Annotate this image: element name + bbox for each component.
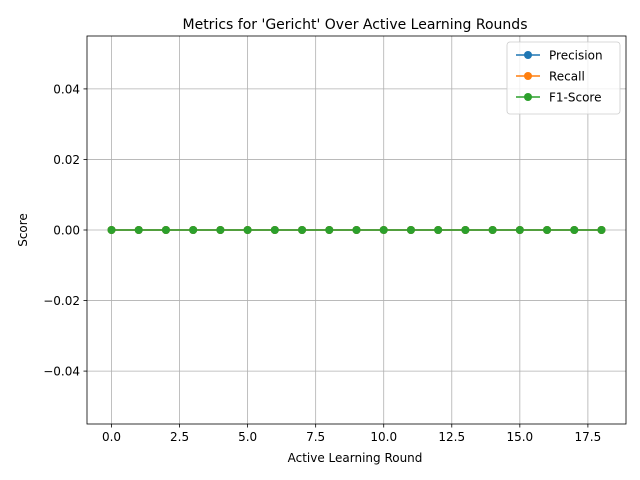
x-tick-label: 5.0 [238,430,257,444]
data-point [434,226,443,234]
x-tick-label: 2.5 [170,430,189,444]
data-point [543,226,552,234]
data-point [597,226,606,234]
y-tick-label: 0.04 [53,82,80,96]
x-tick-label: 0.0 [102,430,121,444]
chart-title: Metrics for 'Gericht' Over Active Learni… [183,17,528,33]
legend-marker [524,93,532,101]
y-tick-label: −0.04 [43,365,80,379]
data-point [134,226,143,234]
series-layer [107,226,606,234]
data-point [406,226,415,234]
x-tick-label: 10.0 [370,430,397,444]
y-axis-title: Score [16,213,30,247]
x-tick-label: 12.5 [438,430,465,444]
data-point [298,226,307,234]
series-f1-score [107,226,606,234]
data-point [352,226,361,234]
data-point [243,226,252,234]
x-axis: 0.0 2.5 5.0 7.5 10.0 12.5 15.0 17.5 [102,424,601,444]
data-point [488,226,497,234]
data-point [161,226,170,234]
legend-marker [524,51,532,59]
data-point [461,226,470,234]
x-tick-label: 7.5 [306,430,325,444]
legend: Precision Recall F1-Score [506,41,621,115]
data-point [325,226,334,234]
x-tick-label: 17.5 [575,430,602,444]
legend-label: Precision [549,49,603,63]
data-point [570,226,579,234]
legend-label: Recall [549,70,585,84]
y-tick-label: 0.00 [53,224,80,238]
legend-box [506,41,621,115]
data-point [270,226,279,234]
data-point [107,226,116,234]
x-tick-label: 15.0 [506,430,533,444]
legend-marker [524,72,532,80]
y-tick-label: −0.02 [43,294,80,308]
legend-label: F1-Score [549,91,601,105]
data-point [515,226,524,234]
data-point [189,226,198,234]
data-point [216,226,225,234]
data-point [379,226,388,234]
y-tick-label: 0.02 [53,153,80,167]
x-axis-title: Active Learning Round [288,451,423,465]
y-axis: −0.04 −0.02 0.00 0.02 0.04 [43,82,87,379]
